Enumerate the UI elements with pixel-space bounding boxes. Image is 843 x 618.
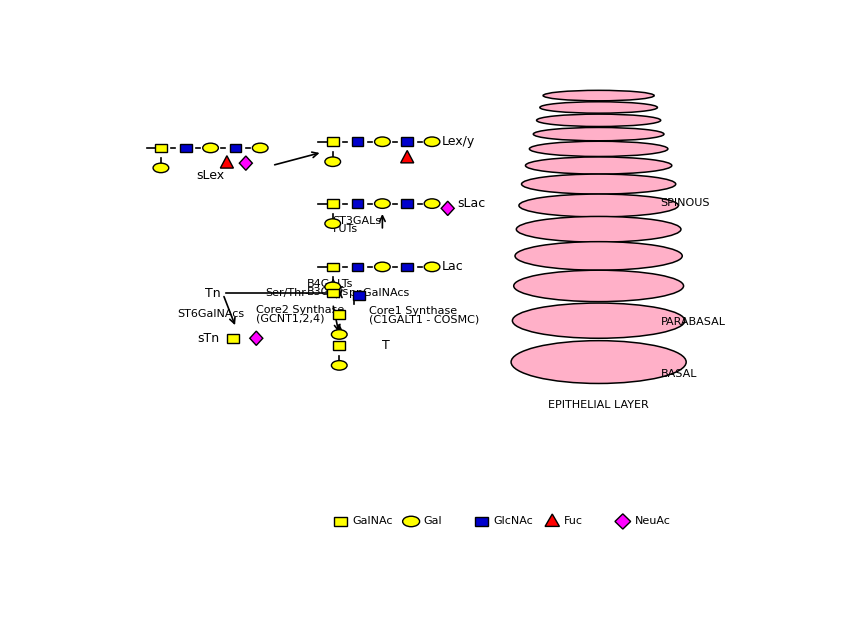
Polygon shape — [250, 331, 263, 345]
Ellipse shape — [529, 142, 668, 156]
Text: Lex/y: Lex/y — [442, 135, 475, 148]
Ellipse shape — [519, 194, 679, 217]
Ellipse shape — [325, 282, 341, 292]
Bar — [401, 263, 413, 271]
Ellipse shape — [537, 114, 661, 127]
Bar — [401, 200, 413, 208]
Ellipse shape — [153, 163, 169, 172]
Text: Fuc: Fuc — [564, 517, 583, 527]
Polygon shape — [441, 201, 454, 216]
Ellipse shape — [403, 516, 420, 527]
Text: sLex: sLex — [196, 169, 224, 182]
Bar — [333, 310, 345, 319]
Text: (GCNT1,2,4): (GCNT1,2,4) — [255, 313, 325, 323]
Text: T: T — [382, 339, 389, 352]
Text: GalNAc: GalNAc — [352, 517, 393, 527]
Bar — [333, 341, 345, 350]
Ellipse shape — [374, 137, 390, 146]
Text: Core2 Synthase: Core2 Synthase — [255, 305, 344, 315]
Text: Ser/Thr-: Ser/Thr- — [266, 288, 309, 298]
Bar — [353, 291, 365, 300]
Bar — [352, 137, 363, 146]
Ellipse shape — [515, 242, 682, 270]
Text: BASAL: BASAL — [661, 369, 697, 379]
Text: Lac: Lac — [442, 260, 464, 273]
Text: EPITHELIAL LAYER: EPITHELIAL LAYER — [548, 400, 649, 410]
Ellipse shape — [424, 262, 440, 272]
Text: NeuAc: NeuAc — [635, 517, 670, 527]
Text: Tn: Tn — [206, 287, 221, 300]
Ellipse shape — [516, 216, 681, 242]
Text: sTn: sTn — [197, 332, 219, 345]
Text: B4GALTs: B4GALTs — [307, 279, 353, 289]
Bar — [229, 143, 241, 152]
Bar — [327, 289, 339, 297]
Text: Core1 Synthase: Core1 Synthase — [368, 307, 457, 316]
Ellipse shape — [331, 329, 347, 339]
Polygon shape — [239, 156, 252, 171]
Bar — [401, 137, 413, 146]
Ellipse shape — [252, 143, 268, 153]
Polygon shape — [615, 514, 631, 529]
Bar — [155, 143, 167, 152]
Text: PARABASAL: PARABASAL — [661, 316, 726, 326]
Text: FUTs: FUTs — [333, 224, 358, 234]
Ellipse shape — [331, 361, 347, 370]
Ellipse shape — [513, 270, 684, 302]
Text: B3GNTs: B3GNTs — [307, 287, 349, 297]
Ellipse shape — [325, 157, 341, 166]
Ellipse shape — [424, 137, 440, 146]
Text: SPINOUS: SPINOUS — [661, 198, 710, 208]
Ellipse shape — [543, 90, 654, 101]
Ellipse shape — [525, 157, 672, 174]
Bar — [327, 263, 339, 271]
Ellipse shape — [325, 219, 341, 228]
Bar — [352, 263, 363, 271]
Bar — [327, 137, 339, 146]
Polygon shape — [220, 156, 234, 168]
Text: ppGalNAcs: ppGalNAcs — [349, 288, 410, 298]
Bar — [334, 517, 347, 527]
Text: ST6GalNAcs: ST6GalNAcs — [177, 309, 244, 319]
Ellipse shape — [374, 199, 390, 208]
Bar — [180, 143, 191, 152]
Bar — [327, 200, 339, 208]
Ellipse shape — [374, 262, 390, 272]
Text: Gal: Gal — [423, 517, 442, 527]
Ellipse shape — [522, 174, 676, 194]
Bar — [352, 200, 363, 208]
Ellipse shape — [202, 143, 218, 153]
Ellipse shape — [424, 199, 440, 208]
Text: (C1GALT1 - COSMC): (C1GALT1 - COSMC) — [368, 315, 479, 324]
Bar — [227, 334, 239, 342]
Text: sLac: sLac — [457, 197, 485, 210]
Polygon shape — [400, 151, 414, 163]
Ellipse shape — [511, 341, 686, 383]
Ellipse shape — [513, 303, 685, 338]
Ellipse shape — [540, 102, 658, 113]
Bar — [475, 517, 488, 527]
Ellipse shape — [534, 127, 664, 141]
Text: GlcNAc: GlcNAc — [493, 517, 534, 527]
Text: ST3GALs: ST3GALs — [333, 216, 382, 226]
Polygon shape — [545, 514, 560, 527]
